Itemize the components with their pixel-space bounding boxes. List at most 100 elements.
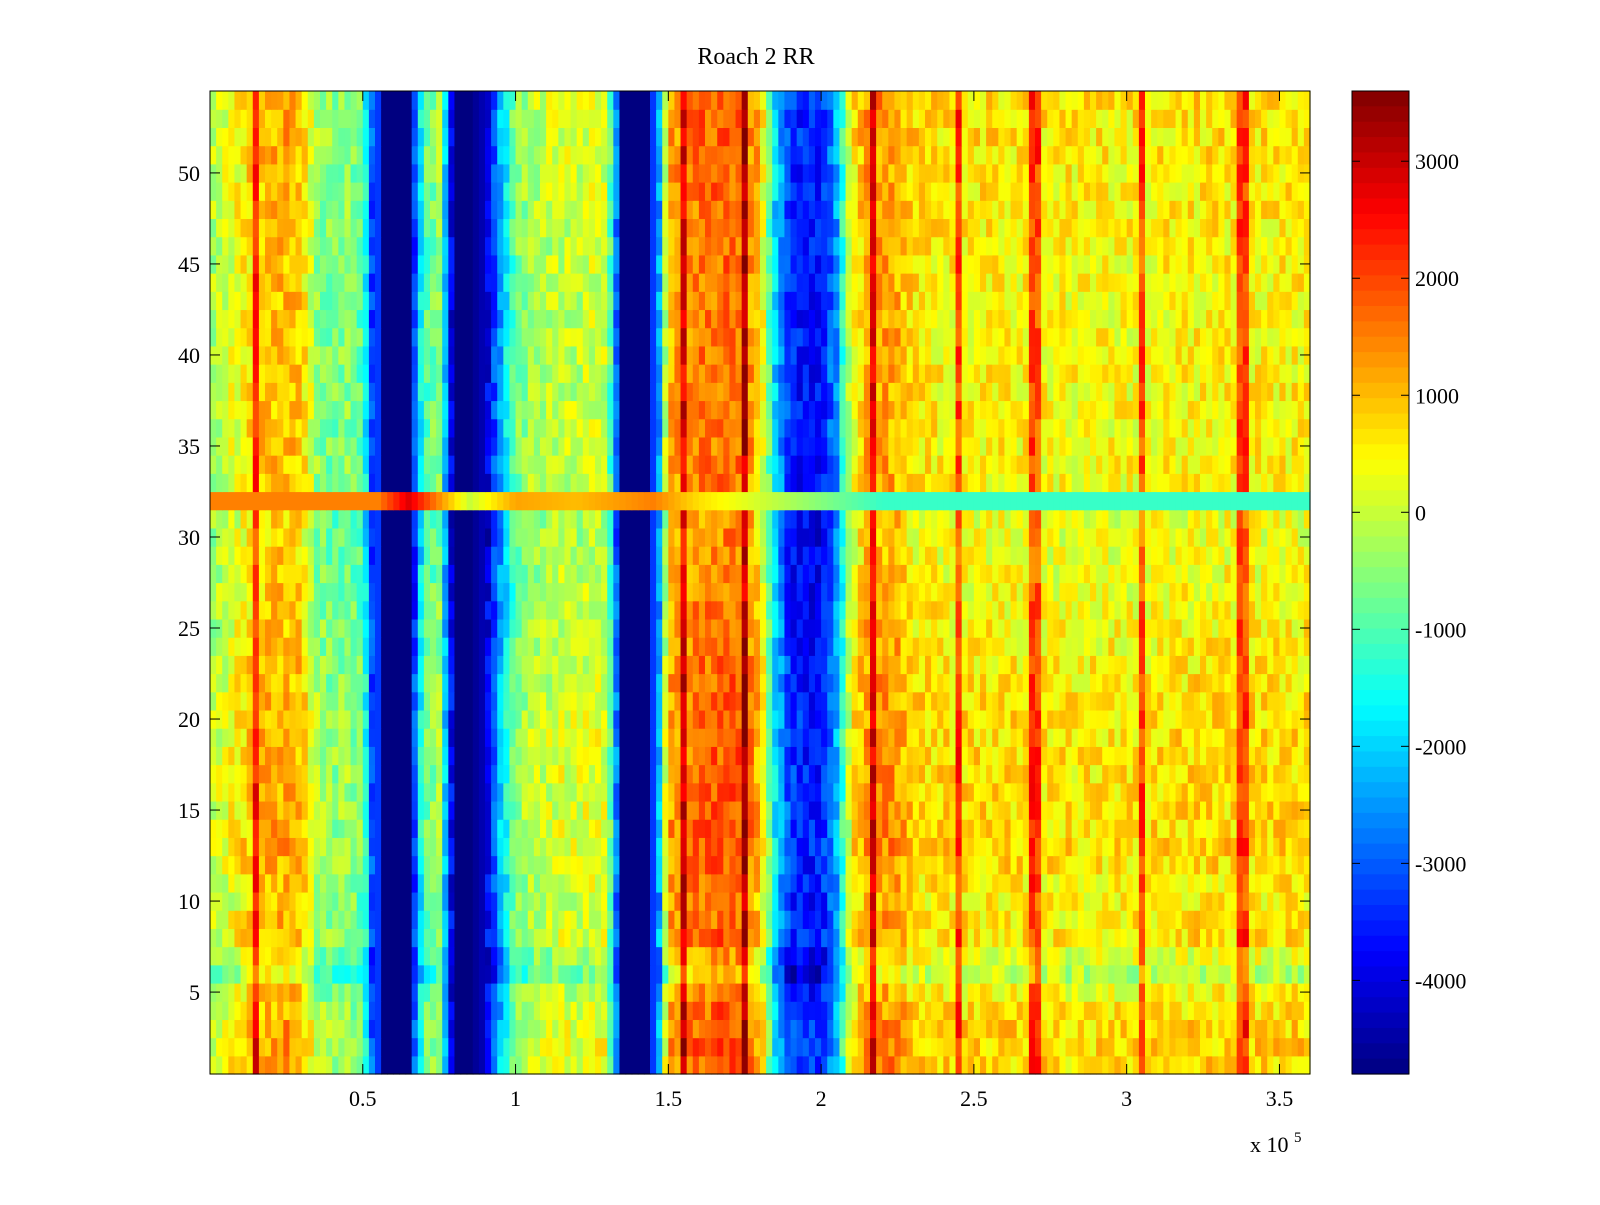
heatmap-cell [998,910,1006,929]
heatmap-cell [656,746,663,766]
heatmap-cell [1102,582,1109,602]
heatmap-cell [393,764,401,784]
heatmap-cell [1138,982,1146,1002]
heatmap-cell [876,1001,883,1020]
heatmap-cell [1200,1055,1207,1075]
heatmap-cell [326,782,333,802]
heatmap-cell [1108,855,1116,875]
heatmap-cell [527,764,535,784]
heatmap-cell [973,855,981,875]
heatmap-cell [808,982,816,1002]
heatmap-cell [796,873,804,893]
heatmap-cell [778,582,786,602]
heatmap-cell [313,709,321,729]
heatmap-cell [656,673,663,693]
heatmap-cell [998,764,1006,784]
heatmap-cell [564,782,572,802]
heatmap-cell [533,709,541,729]
heatmap-cell [1273,782,1281,802]
heatmap-cell [1138,819,1146,838]
heatmap-cell [973,928,981,948]
heatmap-cell [711,691,718,711]
heatmap-cell [368,618,376,638]
heatmap-cell [772,1037,779,1057]
heatmap-cell [931,728,938,747]
heatmap-cell [454,691,462,711]
heatmap-cell [1114,1037,1122,1057]
heatmap-cell [845,582,853,602]
heatmap-cell [283,564,291,584]
heatmap-cell [521,691,529,711]
heatmap-cell [1096,673,1103,693]
heatmap-cell [1212,964,1219,984]
heatmap-cell [705,600,712,620]
heatmap-cell [729,782,737,802]
heatmap-cell [631,673,639,693]
heatmap-cell [393,1019,401,1039]
heatmap-cell [1145,782,1152,802]
heatmap-cell [1096,782,1103,802]
heatmap-cell [955,800,963,820]
heatmap-cell [955,891,963,911]
heatmap-cell [912,873,920,893]
heatmap-cell [521,855,529,875]
heatmap-cell [1236,764,1244,784]
heatmap-cell [1175,946,1183,966]
heatmap-cell [393,582,401,602]
heatmap-cell [680,764,688,784]
heatmap-cell [295,691,303,711]
heatmap-cell [252,855,260,875]
heatmap-cell [607,1037,614,1057]
heatmap-cell [1145,728,1152,747]
heatmap-cell [430,764,437,784]
heatmap-cell [1200,764,1207,784]
heatmap-cell [381,1037,388,1057]
heatmap-cell [1028,600,1036,620]
heatmap-cell [1077,1001,1085,1020]
heatmap-cell [1151,655,1158,675]
heatmap-cell [705,964,712,984]
heatmap-cell [931,582,938,602]
heatmap-cell [246,691,254,711]
heatmap-cell [772,655,779,675]
heatmap-cell [588,1055,596,1075]
heatmap-cell [1163,709,1171,729]
heatmap-cell [1145,655,1152,675]
heatmap-cell [1022,837,1030,857]
heatmap-cell [1090,855,1097,875]
heatmap-cell [313,655,321,675]
heatmap-cell [802,746,810,766]
heatmap-cell [436,982,443,1002]
heatmap-cell [448,910,456,929]
heatmap-cell [753,728,761,747]
heatmap-cell [582,728,590,747]
heatmap-cell [912,1001,920,1020]
heatmap-cell [815,764,822,784]
heatmap-cell [698,673,706,693]
heatmap-cell [1151,673,1158,693]
heatmap-cell [766,709,773,729]
heatmap-cell [1114,1019,1122,1039]
heatmap-cell [375,691,382,711]
heatmap-cell [595,582,602,602]
heatmap-cell [1273,618,1281,638]
heatmap-cell [478,600,486,620]
heatmap-cell [234,637,242,656]
heatmap-cell [637,855,645,875]
heatmap-cell [375,582,382,602]
heatmap-cell [918,728,926,747]
heatmap-cell [533,600,541,620]
heatmap-cell [1303,1037,1311,1057]
heatmap-cell [320,709,327,729]
heatmap-cell [454,1037,462,1057]
heatmap-cell [503,782,511,802]
heatmap-cell [747,837,755,857]
heatmap-cell [705,1019,712,1039]
heatmap-cell [552,673,559,693]
heatmap-cell [399,746,407,766]
heatmap-cell [815,1055,822,1075]
heatmap-cell [485,928,492,948]
heatmap-cell [772,946,779,966]
heatmap-cell [265,855,272,875]
heatmap-cell [228,637,236,656]
